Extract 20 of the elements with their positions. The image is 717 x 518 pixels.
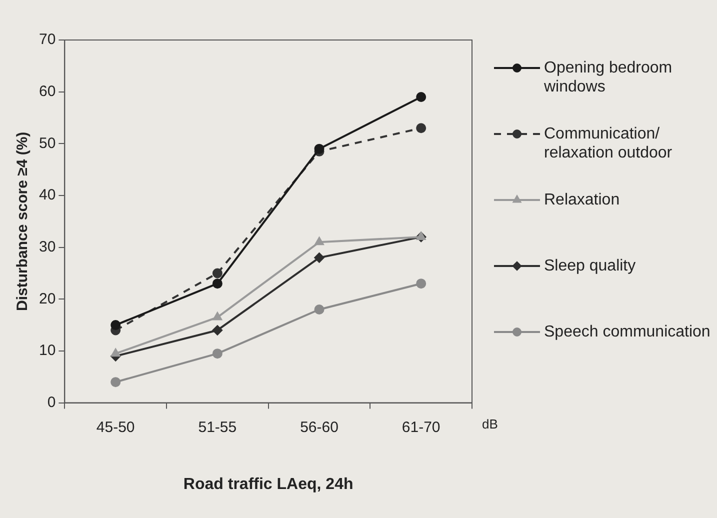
y-tick-label: 0	[47, 394, 56, 411]
x-tick-label: 51-55	[198, 418, 237, 436]
y-tick-label: 70	[38, 31, 56, 48]
y-tick-label: 10	[38, 342, 56, 360]
legend-label: Opening bedroom windows	[543, 59, 672, 96]
x-tick-label: 45-50	[96, 418, 135, 436]
y-tick-label: 60	[38, 82, 56, 100]
y-tick-label: 50	[38, 134, 56, 152]
x-tick-label: 56-60	[300, 418, 338, 436]
legend-label: Sleep quality	[544, 257, 636, 274]
x-tick-label: 61-70	[402, 418, 440, 436]
y-tick-label: 20	[38, 290, 56, 308]
legend-label: Relaxation	[544, 191, 620, 208]
y-tick-label: 30	[38, 238, 56, 256]
x-axis-title: Road traffic LAeq, 24h	[183, 476, 354, 493]
text: dB	[482, 416, 498, 432]
legend-label: Speech communication	[544, 323, 710, 340]
y-tick-label: 40	[38, 186, 56, 204]
y-axis-title: Disturbance score ≥4 (%)	[14, 132, 32, 311]
legend-label: Communication/ relaxation outdoor	[544, 125, 673, 162]
